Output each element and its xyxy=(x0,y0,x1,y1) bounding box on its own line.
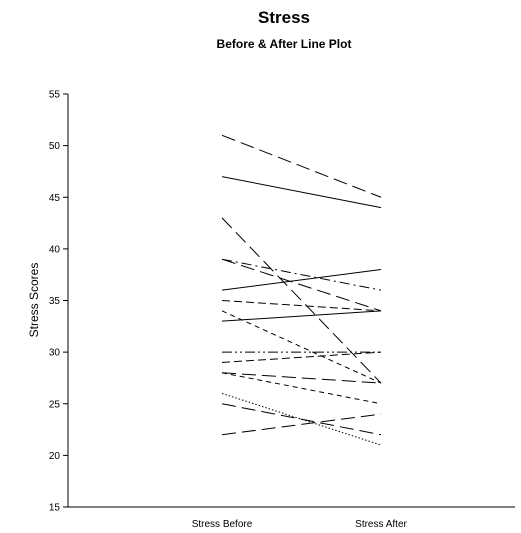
series-line xyxy=(221,310,382,322)
y-tick-label: 45 xyxy=(49,193,61,204)
series-line xyxy=(221,217,382,384)
y-tick-label: 30 xyxy=(49,348,61,359)
x-ticks: Stress Before Stress After xyxy=(192,519,408,530)
x-tick-label: Stress Before xyxy=(192,519,253,530)
y-tick-label: 35 xyxy=(49,296,61,307)
series-line xyxy=(221,310,382,384)
series-line xyxy=(221,372,382,384)
series-line xyxy=(221,351,382,363)
y-tick-label: 50 xyxy=(49,141,61,152)
y-ticks: 15 20 25 30 35 40 45 50 55 xyxy=(49,90,68,514)
series-line xyxy=(221,372,382,405)
y-tick-label: 25 xyxy=(49,399,61,410)
x-tick-label: Stress After xyxy=(355,519,407,530)
chart-title: Stress xyxy=(258,8,310,27)
series-line xyxy=(221,413,382,436)
series-lines xyxy=(221,134,382,446)
y-tick-label: 40 xyxy=(49,244,61,255)
series-line xyxy=(221,258,382,291)
y-axis-title: Stress Scores xyxy=(27,263,41,338)
series-line xyxy=(221,269,382,291)
y-tick-label: 15 xyxy=(49,503,61,514)
series-line xyxy=(221,300,382,312)
series-line xyxy=(221,176,382,209)
y-tick-label: 55 xyxy=(49,90,61,101)
series-line xyxy=(221,134,382,198)
y-tick-label: 20 xyxy=(49,451,61,462)
series-line xyxy=(221,258,382,312)
series-line xyxy=(221,403,382,436)
chart-subtitle: Before & After Line Plot xyxy=(216,37,352,51)
